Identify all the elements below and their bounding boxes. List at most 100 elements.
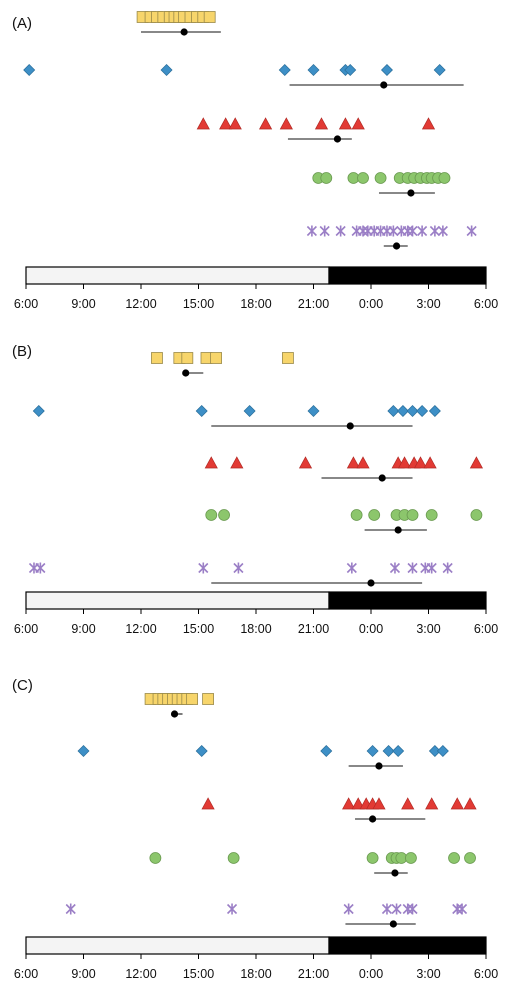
- triangle-marker: [351, 797, 365, 810]
- triangle-marker: [314, 117, 329, 130]
- x-tick-label: 0:00: [359, 297, 383, 311]
- cross-marker: [319, 225, 330, 237]
- x-tick-label: 6:00: [14, 297, 38, 311]
- cross-marker: [389, 562, 401, 574]
- x-tick-label: 3:00: [416, 622, 440, 636]
- diamond-marker: [392, 745, 405, 757]
- cross-marker: [466, 225, 477, 237]
- mean-dot: [389, 920, 397, 928]
- mean-dot: [378, 474, 386, 482]
- mean-dot: [346, 422, 354, 430]
- cross-marker: [346, 562, 357, 574]
- triangle-marker: [351, 117, 365, 130]
- triangle-marker: [421, 117, 436, 130]
- x-tick-label: 18:00: [240, 297, 271, 311]
- square-marker: [202, 693, 214, 705]
- x-tick-label: 9:00: [71, 297, 95, 311]
- circle-marker: [438, 172, 451, 184]
- triangle-marker: [423, 456, 437, 469]
- diamond-marker: [380, 64, 393, 76]
- x-tick-label: 15:00: [183, 967, 214, 981]
- cross-marker: [381, 903, 393, 915]
- light-period-bar: [25, 936, 330, 955]
- diamond-marker: [382, 745, 395, 757]
- triangle-marker: [413, 456, 428, 469]
- cross-marker: [437, 225, 448, 237]
- circle-marker: [366, 852, 379, 864]
- triangle-marker: [342, 797, 356, 810]
- diamond-marker: [428, 405, 441, 417]
- cross-marker: [335, 225, 346, 237]
- x-tick-label: 0:00: [359, 967, 383, 981]
- diamond-marker: [278, 64, 291, 76]
- diamond-marker: [32, 405, 45, 417]
- cross-marker: [226, 903, 238, 915]
- diamond-marker: [307, 405, 320, 417]
- cross-marker: [429, 225, 440, 237]
- diamond-marker: [195, 745, 208, 757]
- circle-marker: [470, 509, 483, 521]
- mean-dot: [394, 526, 402, 534]
- x-tick-label: 18:00: [240, 622, 271, 636]
- triangle-marker: [298, 456, 313, 469]
- triangle-marker: [397, 456, 412, 469]
- triangle-marker: [401, 797, 415, 810]
- diamond-marker: [307, 64, 320, 76]
- square-marker: [186, 693, 199, 705]
- cross-marker: [426, 562, 437, 574]
- cross-marker: [407, 562, 418, 574]
- circle-marker: [374, 172, 387, 184]
- mean-dot: [182, 369, 190, 377]
- mean-dot: [375, 762, 383, 770]
- triangle-marker: [196, 117, 210, 130]
- x-tick-label: 12:00: [125, 622, 156, 636]
- mean-dot: [367, 579, 375, 587]
- cross-marker: [407, 903, 418, 915]
- circle-marker: [320, 172, 333, 184]
- cross-marker: [442, 562, 453, 574]
- triangle-marker: [204, 456, 218, 469]
- x-tick-label: 6:00: [474, 297, 498, 311]
- circle-marker: [464, 852, 476, 864]
- panel-label: (C): [12, 677, 33, 694]
- x-tick-label: 9:00: [71, 622, 95, 636]
- diamond-marker: [23, 64, 36, 76]
- diamond-marker: [416, 405, 429, 417]
- cross-marker: [343, 903, 354, 915]
- triangle-marker: [469, 456, 484, 469]
- mean-dot: [407, 189, 415, 197]
- triangle-marker: [346, 456, 361, 469]
- diamond-marker: [195, 405, 208, 417]
- circle-marker: [205, 509, 218, 521]
- x-tick-label: 18:00: [240, 967, 271, 981]
- x-tick-label: 21:00: [298, 967, 329, 981]
- diamond-marker: [406, 405, 419, 417]
- x-tick-label: 9:00: [71, 967, 95, 981]
- diamond-marker: [344, 64, 357, 76]
- x-tick-label: 6:00: [474, 967, 498, 981]
- square-marker: [151, 352, 163, 364]
- diamond-marker: [160, 64, 173, 76]
- panel-label: (B): [12, 343, 32, 360]
- square-marker: [203, 11, 216, 23]
- diamond-marker: [77, 745, 90, 757]
- diamond-marker: [366, 745, 379, 757]
- diamond-marker: [428, 745, 441, 757]
- cross-marker: [391, 903, 402, 915]
- x-tick-label: 0:00: [359, 622, 383, 636]
- cross-marker: [233, 562, 244, 574]
- circle-marker: [448, 852, 460, 864]
- circle-marker: [350, 509, 363, 521]
- x-tick-label: 15:00: [183, 622, 214, 636]
- circle-marker: [227, 852, 240, 864]
- triangle-marker: [338, 117, 353, 130]
- diamond-marker: [436, 745, 449, 757]
- circle-marker: [406, 509, 419, 521]
- x-tick-label: 12:00: [125, 297, 156, 311]
- x-tick-label: 21:00: [298, 622, 329, 636]
- square-marker: [181, 352, 194, 364]
- dark-period-bar: [328, 591, 487, 610]
- mean-dot: [333, 135, 342, 143]
- light-period-bar: [25, 266, 330, 285]
